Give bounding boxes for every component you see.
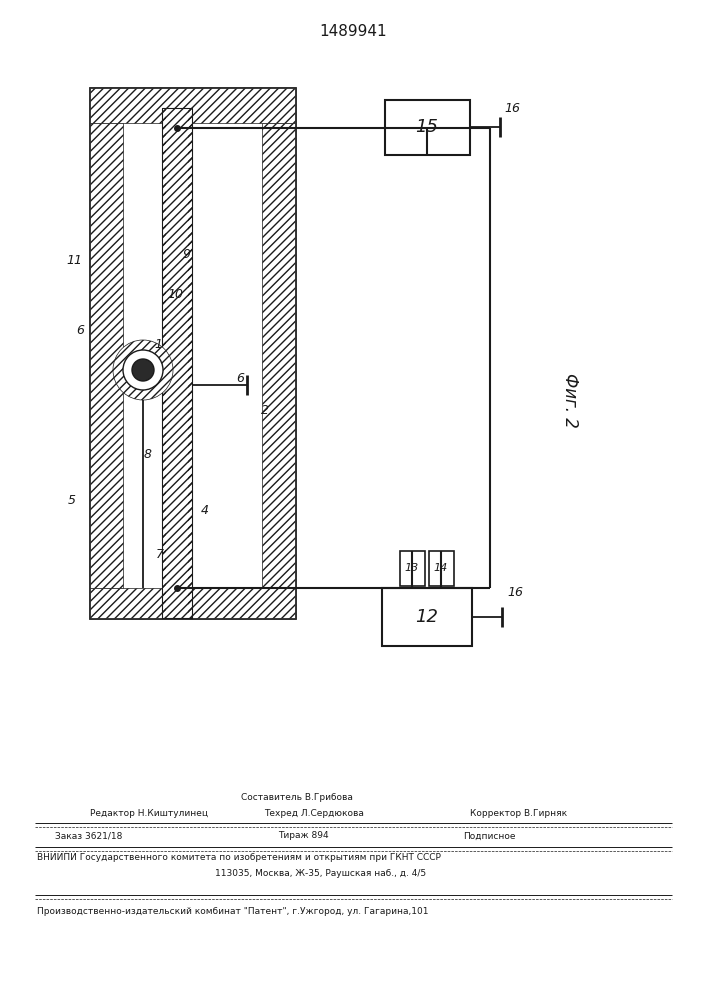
Circle shape — [132, 359, 154, 381]
Text: Составитель В.Грибова: Составитель В.Грибова — [241, 794, 353, 802]
Bar — [429, 551, 454, 586]
Bar — [90, 88, 295, 618]
Text: 8: 8 — [144, 448, 152, 462]
Circle shape — [113, 340, 173, 400]
Text: 10: 10 — [167, 288, 183, 302]
Text: 7: 7 — [156, 548, 164, 562]
Text: 13: 13 — [405, 563, 419, 573]
Text: Подписное: Подписное — [463, 832, 515, 840]
Bar — [400, 551, 425, 586]
Text: 113035, Москва, Ж-35, Раушская наб., д. 4/5: 113035, Москва, Ж-35, Раушская наб., д. … — [215, 869, 426, 879]
Bar — [90, 588, 295, 618]
Bar — [385, 100, 470, 155]
Text: Техред Л.Сердюкова: Техред Л.Сердюкова — [264, 810, 364, 818]
Text: 15: 15 — [416, 118, 438, 136]
Bar — [162, 108, 192, 618]
Text: 16: 16 — [504, 102, 520, 114]
Bar — [90, 123, 123, 588]
Bar — [166, 108, 188, 618]
Text: 11: 11 — [66, 253, 82, 266]
Bar — [382, 588, 472, 646]
Text: 4: 4 — [201, 504, 209, 516]
Text: Производственно-издательский комбинат "Патент", г.Ужгород, ул. Гагарина,101: Производственно-издательский комбинат "П… — [37, 908, 428, 916]
Text: Заказ 3621/18: Заказ 3621/18 — [55, 832, 122, 840]
Circle shape — [123, 350, 163, 390]
Text: ВНИИПИ Государственного комитета по изобретениям и открытиям при ГКНТ СССР: ВНИИПИ Государственного комитета по изоб… — [37, 854, 441, 862]
Text: 16: 16 — [507, 586, 523, 599]
Text: Тираж 894: Тираж 894 — [278, 832, 329, 840]
Text: 1: 1 — [154, 338, 162, 352]
Text: Корректор В.Гирняк: Корректор В.Гирняк — [470, 810, 567, 818]
Text: 12: 12 — [416, 608, 438, 626]
Text: Редактор Н.Киштулинец: Редактор Н.Киштулинец — [90, 810, 208, 818]
Text: 9: 9 — [182, 248, 190, 261]
Text: 6: 6 — [236, 371, 244, 384]
Bar — [262, 123, 295, 588]
Bar — [162, 108, 192, 618]
Text: 14: 14 — [434, 563, 448, 573]
Text: 2: 2 — [261, 403, 269, 416]
Text: 1489941: 1489941 — [319, 24, 387, 39]
Text: Фиг. 2: Фиг. 2 — [561, 373, 579, 427]
Text: 5: 5 — [68, 493, 76, 506]
Bar — [90, 88, 295, 123]
Text: 6: 6 — [76, 324, 84, 336]
